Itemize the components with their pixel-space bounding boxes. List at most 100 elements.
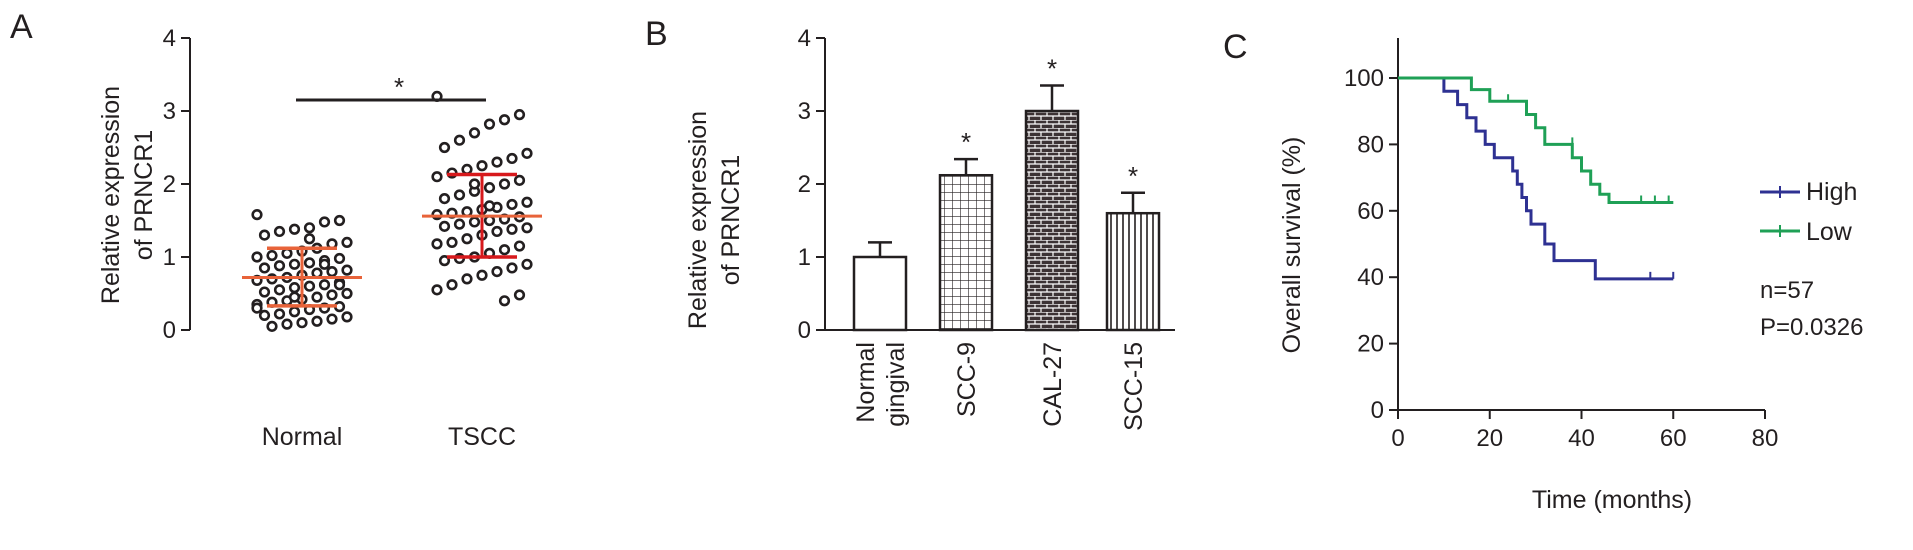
panel-a-category-label: TSCC bbox=[448, 423, 516, 451]
panel-a-data-point bbox=[438, 220, 451, 232]
panel-c-ytick-label: 100 bbox=[1344, 65, 1384, 92]
panel-a-data-point bbox=[266, 249, 278, 262]
panel-a-data-point bbox=[303, 280, 316, 292]
panel-a-data-point bbox=[491, 156, 503, 168]
panel-a-data-point bbox=[521, 147, 533, 159]
panel-a-data-point bbox=[476, 269, 488, 281]
panel-a-data-point bbox=[273, 260, 286, 272]
panel-a-data-point bbox=[326, 313, 338, 325]
panel-a-data-point bbox=[318, 279, 331, 291]
panel-a-data-point bbox=[303, 233, 316, 245]
panel-a-data-point bbox=[281, 247, 293, 259]
panel-b-ytick-label: 2 bbox=[798, 171, 811, 198]
panel-a-data-point bbox=[266, 320, 278, 332]
panel-a-data-point bbox=[498, 244, 511, 256]
panel-a-data-point bbox=[506, 198, 518, 211]
panel-a-data-point bbox=[521, 258, 533, 270]
panel-a-data-point bbox=[506, 152, 518, 165]
panel-a-ytick-label: 0 bbox=[163, 317, 176, 344]
panel-a-data-point bbox=[461, 273, 473, 285]
panel-a-data-point bbox=[431, 171, 443, 183]
panel-c-survival-line-low bbox=[1398, 76, 1674, 204]
panel-a-data-point bbox=[318, 216, 331, 228]
panel-a-data-point bbox=[468, 127, 481, 139]
panel-a-ytick-label: 4 bbox=[163, 25, 176, 52]
panel-a-data-point bbox=[341, 264, 353, 276]
panel-a-data-point bbox=[311, 315, 323, 327]
panel-b-significance-star: * bbox=[1128, 161, 1138, 191]
panel-b-bar bbox=[852, 255, 908, 332]
panel-c-p-annotation: P=0.0326 bbox=[1760, 314, 1863, 341]
panel-c-xtick-label: 40 bbox=[1568, 425, 1595, 452]
legend-high-label: High bbox=[1806, 178, 1857, 206]
panel-b-bar bbox=[938, 173, 994, 332]
panel-a-data-point bbox=[318, 258, 331, 270]
panel-a-significance-star: * bbox=[394, 72, 404, 102]
panel-a-data-point bbox=[521, 222, 533, 234]
panel-a-data-point bbox=[506, 262, 518, 274]
panel-c-survival-line-high bbox=[1398, 76, 1674, 281]
panel-c-ylabel: Overall survival (%) bbox=[1278, 137, 1306, 354]
panel-c-ytick-label: 20 bbox=[1357, 331, 1384, 358]
panel-a-data-point bbox=[513, 174, 526, 186]
panel-c-xtick-label: 80 bbox=[1752, 425, 1779, 452]
panel-a-data-point bbox=[258, 309, 271, 322]
panel-c-xtick-label: 20 bbox=[1476, 425, 1503, 452]
panel-b-ytick-label: 1 bbox=[798, 244, 811, 271]
panel-a-data-point bbox=[281, 318, 293, 330]
panel-a-data-point bbox=[453, 134, 466, 146]
panel-c-xlabel: Time (months) bbox=[1532, 486, 1692, 514]
panel-b-category-label: CAL-27 bbox=[1039, 342, 1067, 427]
panel-a-data-point bbox=[251, 251, 263, 263]
panel-a-scatter-chart: Relative expression of PRNCR1 0 1 2 3 4 Norm… bbox=[97, 25, 542, 451]
panel-a-data-point bbox=[273, 284, 286, 296]
legend-low-label: Low bbox=[1806, 218, 1853, 246]
panel-a-data-point bbox=[288, 291, 301, 303]
panel-a-data-point bbox=[341, 236, 353, 248]
panel-a-data-point bbox=[341, 287, 353, 300]
panel-a-data-point bbox=[258, 262, 271, 274]
panel-b-ytick-label: 3 bbox=[798, 98, 811, 125]
panel-a-data-point bbox=[498, 178, 511, 190]
panel-a-data-point bbox=[326, 289, 338, 301]
panel-c-ytick-label: 80 bbox=[1357, 131, 1384, 158]
panel-a-data-point bbox=[311, 291, 323, 303]
panel-a-data-point bbox=[498, 295, 511, 307]
panel-c-ytick-label: 0 bbox=[1371, 397, 1384, 424]
panel-a-data-point bbox=[333, 279, 346, 291]
panel-a-data-point bbox=[438, 255, 451, 267]
panel-a-data-point bbox=[296, 317, 308, 329]
panel-a-data-point bbox=[521, 196, 533, 208]
panel-a-ytick-label: 2 bbox=[163, 171, 176, 198]
panel-a-data-point bbox=[288, 306, 301, 318]
panel-a-data-point bbox=[513, 109, 526, 121]
panel-a-data-point bbox=[498, 114, 511, 126]
panel-a-data-point bbox=[453, 189, 466, 201]
panel-a-data-point bbox=[431, 238, 443, 250]
panel-b-ylabel-line1: Relative expression bbox=[684, 111, 712, 329]
panel-a-data-point bbox=[453, 218, 466, 230]
panel-b-significance-star: * bbox=[961, 127, 971, 157]
panel-a-data-point bbox=[288, 282, 301, 294]
panel-a-data-point bbox=[476, 160, 488, 172]
panel-a-data-point bbox=[461, 233, 473, 245]
panel-a-ytick-label: 3 bbox=[163, 98, 176, 125]
panel-label-a: A bbox=[10, 8, 33, 46]
panel-b-significance-star: * bbox=[1047, 53, 1057, 83]
panel-a-ytick-label: 1 bbox=[163, 244, 176, 271]
panel-a-data-point bbox=[431, 284, 443, 296]
panel-a-data-point bbox=[251, 209, 263, 221]
panel-a-data-point bbox=[506, 223, 518, 235]
panel-a-data-point bbox=[461, 163, 473, 175]
panel-a-data-point bbox=[438, 141, 451, 154]
panel-b-bar bbox=[1105, 211, 1161, 332]
panel-a-data-point bbox=[326, 266, 338, 278]
panel-a-data-point bbox=[258, 286, 271, 298]
panel-a-data-point bbox=[491, 266, 503, 278]
panel-a-data-point bbox=[438, 193, 451, 205]
panel-a-data-point bbox=[446, 279, 458, 291]
panel-a-data-point bbox=[273, 308, 286, 320]
panel-b-ytick-label: 4 bbox=[798, 25, 811, 52]
panel-a-data-point bbox=[333, 214, 346, 227]
